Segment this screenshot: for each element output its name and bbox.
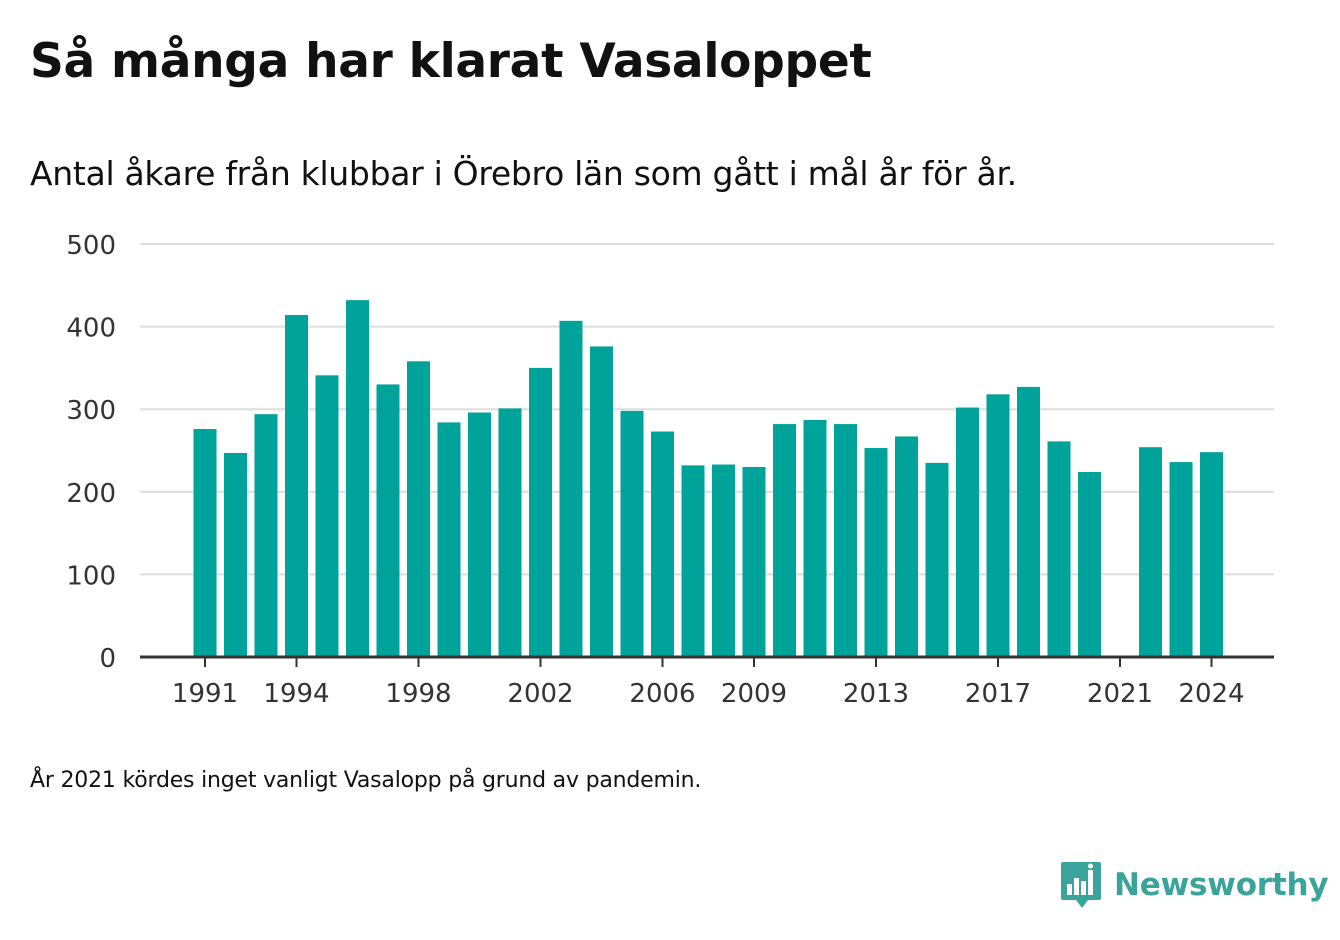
gridlines bbox=[140, 243, 1274, 576]
y-tick-label: 200 bbox=[66, 479, 116, 509]
x-tick-label: 2009 bbox=[721, 679, 787, 709]
bar-2016 bbox=[956, 407, 979, 657]
x-axis bbox=[140, 655, 1274, 667]
footnote: År 2021 kördes inget vanligt Vasalopp på… bbox=[30, 768, 702, 793]
bar-1993 bbox=[254, 414, 278, 657]
bar-2005 bbox=[620, 410, 644, 657]
bar-1997 bbox=[376, 384, 400, 657]
x-tick-label: 1991 bbox=[172, 679, 238, 709]
newsworthy-logo-icon bbox=[1061, 862, 1101, 908]
y-tick-label: 300 bbox=[66, 396, 116, 426]
x-tick-label: 2017 bbox=[965, 679, 1031, 709]
bar-2024 bbox=[1200, 452, 1223, 657]
bar-2023 bbox=[1169, 462, 1193, 657]
bar-2010 bbox=[773, 424, 796, 657]
y-tick-label: 500 bbox=[66, 231, 116, 261]
y-tick-label: 0 bbox=[99, 644, 116, 674]
chart-subtitle: Antal åkare från klubbar i Örebro län so… bbox=[30, 154, 1017, 193]
bar-2001 bbox=[498, 408, 522, 657]
x-tick-label: 2002 bbox=[507, 679, 573, 709]
bar-2006 bbox=[651, 431, 674, 657]
bar-2007 bbox=[681, 465, 705, 657]
x-tick-label: 2024 bbox=[1178, 679, 1244, 709]
chart-title: Så många har klarat Vasaloppet bbox=[30, 34, 872, 89]
bar-2004 bbox=[590, 346, 613, 657]
bar-2014 bbox=[895, 436, 918, 657]
y-tick-label: 100 bbox=[66, 561, 116, 591]
bar-2022 bbox=[1139, 447, 1162, 657]
bar-1996 bbox=[346, 300, 369, 657]
bar-2000 bbox=[468, 412, 491, 657]
bar-1992 bbox=[224, 452, 247, 657]
bar-2011 bbox=[803, 419, 827, 657]
brand[interactable]: Newsworthy bbox=[1060, 860, 1329, 910]
bar-2017 bbox=[986, 394, 1010, 657]
bar-1999 bbox=[437, 422, 461, 657]
bar-2012 bbox=[834, 424, 857, 657]
bar-2020 bbox=[1078, 471, 1101, 657]
x-tick-label: 2021 bbox=[1087, 679, 1153, 709]
bar-1991 bbox=[193, 429, 217, 657]
x-tick-label: 1998 bbox=[385, 679, 451, 709]
y-tick-label: 400 bbox=[66, 314, 116, 344]
bar-1994 bbox=[285, 315, 308, 657]
bar-1995 bbox=[315, 375, 339, 657]
bar-2009 bbox=[742, 467, 766, 657]
bar-2008 bbox=[712, 464, 735, 657]
bar-2013 bbox=[864, 448, 888, 657]
brand-name: Newsworthy bbox=[1114, 867, 1329, 903]
x-tick-label: 2006 bbox=[629, 679, 695, 709]
bar-2018 bbox=[1017, 386, 1040, 657]
x-tick-label: 2013 bbox=[843, 679, 909, 709]
bar-2002 bbox=[529, 367, 552, 657]
bar-chart: 0 100 200 300 400 500 1991 1994 1998 2002 2006 200… bbox=[66, 231, 1274, 709]
x-axis-labels: 1991 1994 1998 2002 2006 2009 2013 2017 2021 2024 bbox=[172, 679, 1245, 709]
bar-2003 bbox=[559, 320, 583, 657]
x-tick-label: 1994 bbox=[263, 679, 329, 709]
bar-2015 bbox=[925, 462, 949, 657]
bar-1998 bbox=[407, 361, 430, 657]
bars bbox=[193, 300, 1223, 657]
y-axis-labels: 0 100 200 300 400 500 bbox=[66, 231, 116, 674]
bar-2019 bbox=[1047, 441, 1071, 657]
